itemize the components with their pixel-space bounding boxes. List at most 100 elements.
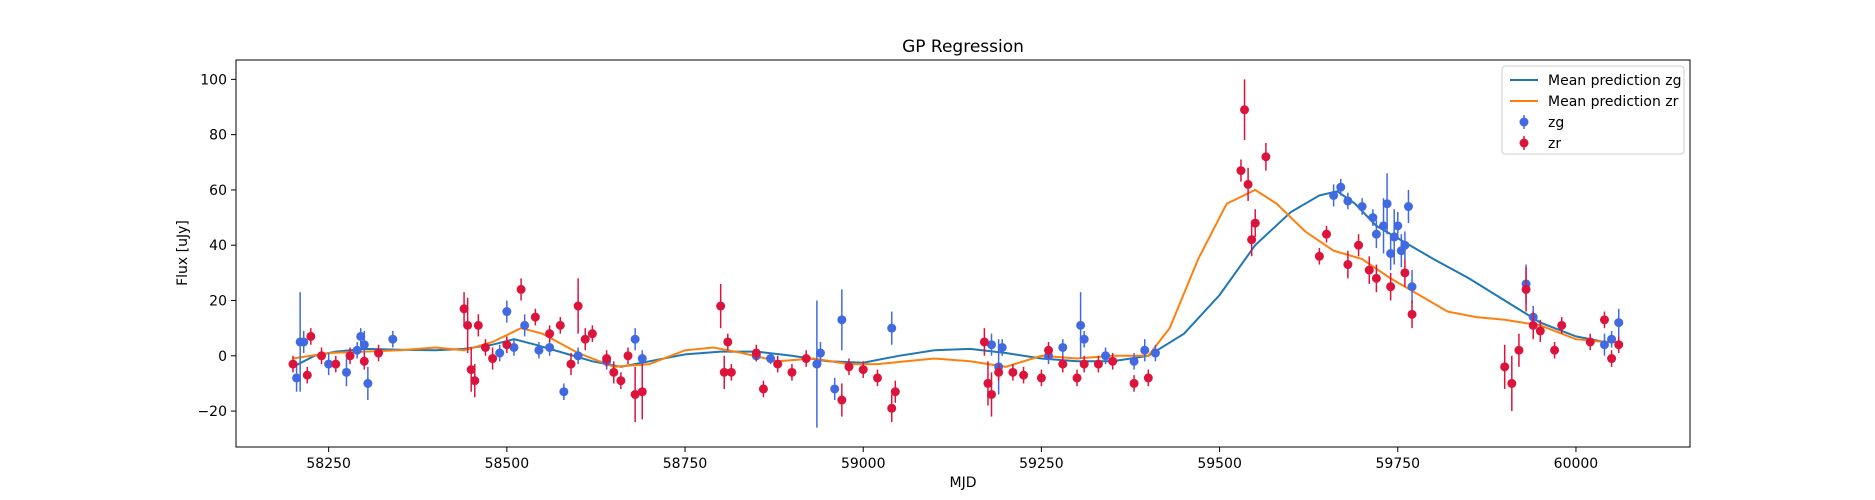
data-point: [488, 354, 498, 364]
data-point: [1343, 196, 1353, 206]
data-point: [1079, 334, 1089, 344]
data-point: [1140, 345, 1150, 355]
y-tick-label: 60: [209, 183, 227, 199]
data-point: [374, 348, 384, 358]
data-point: [587, 329, 597, 339]
data-point: [1614, 318, 1624, 328]
x-tick-label: 59750: [1376, 456, 1421, 472]
data-point: [317, 351, 327, 361]
data-point: [1250, 218, 1260, 228]
data-point: [559, 387, 569, 397]
data-point: [887, 323, 897, 333]
data-point: [637, 387, 647, 397]
x-axis-label: MJD: [950, 475, 977, 491]
data-point: [1400, 240, 1410, 250]
data-point: [1150, 348, 1160, 358]
data-point: [359, 340, 369, 350]
data-point: [1393, 221, 1403, 231]
data-point: [630, 389, 640, 399]
y-tick-label: 20: [209, 293, 227, 309]
data-point: [352, 345, 362, 355]
data-point: [1368, 213, 1378, 223]
data-point: [516, 284, 526, 294]
data-point: [630, 334, 640, 344]
y-tick-label: 80: [209, 128, 227, 144]
data-point: [1093, 359, 1103, 369]
data-point: [573, 351, 583, 361]
data-point: [1514, 345, 1524, 355]
data-point: [463, 320, 473, 330]
legend-swatch: [1519, 138, 1529, 148]
data-point: [299, 337, 309, 347]
data-point: [1507, 378, 1517, 388]
data-point: [979, 337, 989, 347]
data-point: [1108, 356, 1118, 366]
data-point: [495, 348, 505, 358]
data-point: [1354, 240, 1364, 250]
data-point: [837, 315, 847, 325]
x-tick-label: 59000: [841, 456, 886, 472]
line-mean-prediction-zg: [292, 190, 1619, 368]
data-point: [1550, 345, 1560, 355]
x-tick-label: 58250: [306, 456, 351, 472]
data-point: [545, 329, 555, 339]
data-point: [534, 345, 544, 355]
y-tick-label: 100: [200, 72, 227, 88]
data-point: [623, 351, 633, 361]
x-tick-label: 60000: [1554, 456, 1599, 472]
data-point: [1407, 309, 1417, 319]
data-point: [1072, 373, 1082, 383]
data-point: [1322, 229, 1331, 239]
data-point: [345, 351, 355, 361]
data-point: [1389, 232, 1399, 242]
data-point: [1386, 249, 1396, 258]
y-tick-label: −20: [197, 404, 227, 420]
data-point: [815, 348, 825, 358]
data-point: [1129, 356, 1139, 366]
data-point: [987, 389, 997, 399]
data-point: [1364, 265, 1374, 275]
data-point: [1386, 282, 1396, 292]
data-point: [459, 304, 469, 314]
y-axis-label: Flux [uJy]: [175, 220, 191, 286]
data-point: [520, 320, 530, 330]
plot-frame: [235, 59, 1691, 448]
data-point: [1314, 251, 1324, 261]
data-point: [609, 367, 619, 377]
data-point: [341, 367, 351, 377]
data-point: [1336, 182, 1346, 192]
legend-label: zr: [1548, 136, 1561, 152]
data-point: [566, 359, 576, 369]
data-point: [1400, 268, 1410, 278]
series-zr: [288, 79, 1624, 423]
line-mean-prediction-zr: [292, 188, 1619, 368]
data-point: [997, 342, 1007, 352]
data-point: [545, 342, 555, 352]
data-point: [1243, 179, 1253, 189]
data-point: [1008, 367, 1018, 377]
x-tick-label: 59500: [1197, 456, 1242, 472]
data-point: [388, 334, 398, 344]
data-point: [758, 384, 768, 394]
data-point: [580, 334, 590, 344]
data-point: [1240, 105, 1250, 115]
data-point: [324, 359, 334, 369]
data-point: [1500, 362, 1510, 372]
data-point: [602, 354, 612, 364]
data-point: [1236, 166, 1246, 176]
data-point: [1058, 342, 1068, 352]
data-point: [1585, 337, 1595, 347]
data-point: [616, 376, 626, 386]
legend: Mean prediction zg Mean prediction zr zg zr: [1501, 65, 1685, 155]
legend-label: Mean prediction zg: [1548, 73, 1682, 89]
series-zg: [292, 173, 1624, 428]
data-point: [1036, 373, 1046, 383]
x-tick-label: 58500: [485, 456, 530, 472]
legend-label: zg: [1548, 115, 1564, 131]
data-point: [288, 359, 298, 369]
data-point: [363, 378, 373, 388]
data-point: [983, 378, 993, 388]
data-point: [1247, 235, 1257, 245]
data-point: [872, 373, 882, 383]
